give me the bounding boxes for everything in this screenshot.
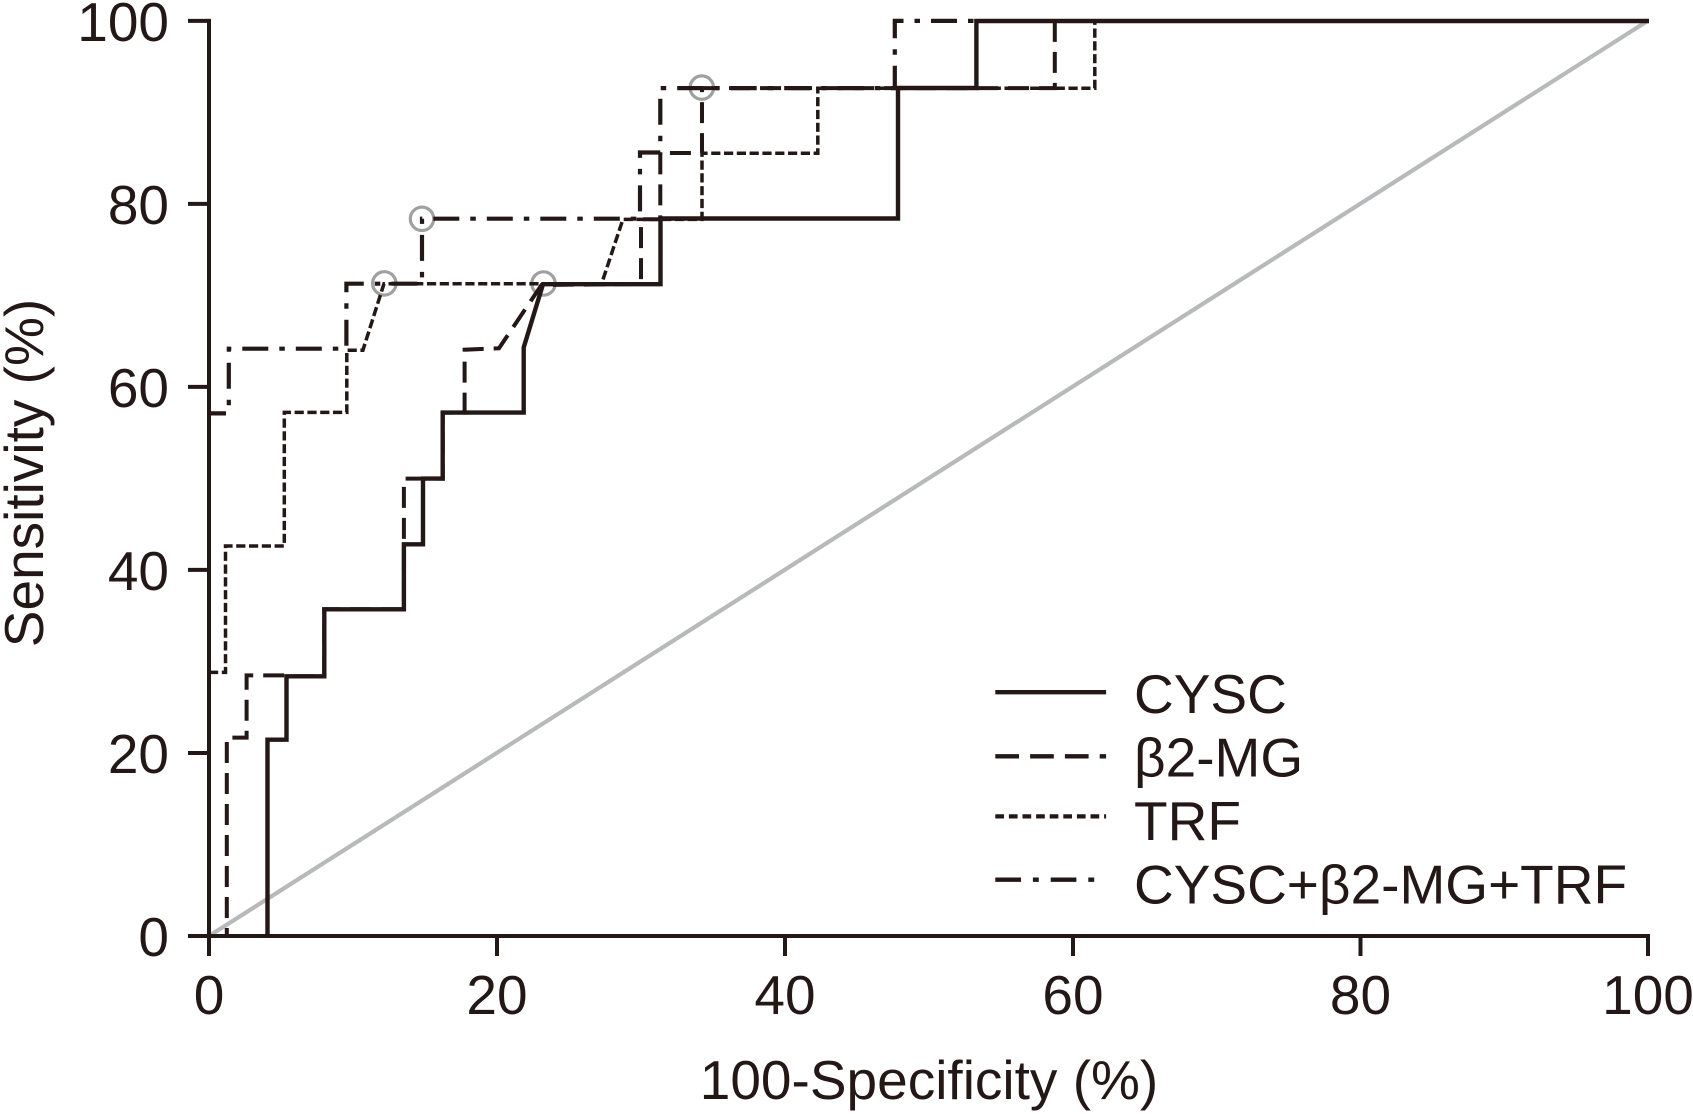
svg-text:60: 60 <box>1042 964 1103 1026</box>
svg-text:0: 0 <box>138 906 169 968</box>
svg-text:100: 100 <box>77 0 169 53</box>
svg-text:TRF: TRF <box>1134 790 1241 852</box>
svg-text:20: 20 <box>466 964 527 1026</box>
svg-text:CYSC+β2-MG+TRF: CYSC+β2-MG+TRF <box>1134 854 1627 916</box>
svg-text:100: 100 <box>1602 964 1693 1026</box>
svg-text:40: 40 <box>108 540 169 602</box>
svg-text:0: 0 <box>194 964 225 1026</box>
svg-text:80: 80 <box>1330 964 1391 1026</box>
svg-text:CYSC: CYSC <box>1134 663 1287 725</box>
svg-text:100-Specificity (%): 100-Specificity (%) <box>700 1049 1158 1111</box>
svg-text:60: 60 <box>108 357 169 419</box>
svg-text:20: 20 <box>108 723 169 785</box>
svg-text:80: 80 <box>108 174 169 236</box>
svg-text:β2-MG: β2-MG <box>1134 727 1303 789</box>
svg-text:40: 40 <box>754 964 815 1026</box>
svg-text:Sensitivity (%): Sensitivity (%) <box>0 299 55 647</box>
